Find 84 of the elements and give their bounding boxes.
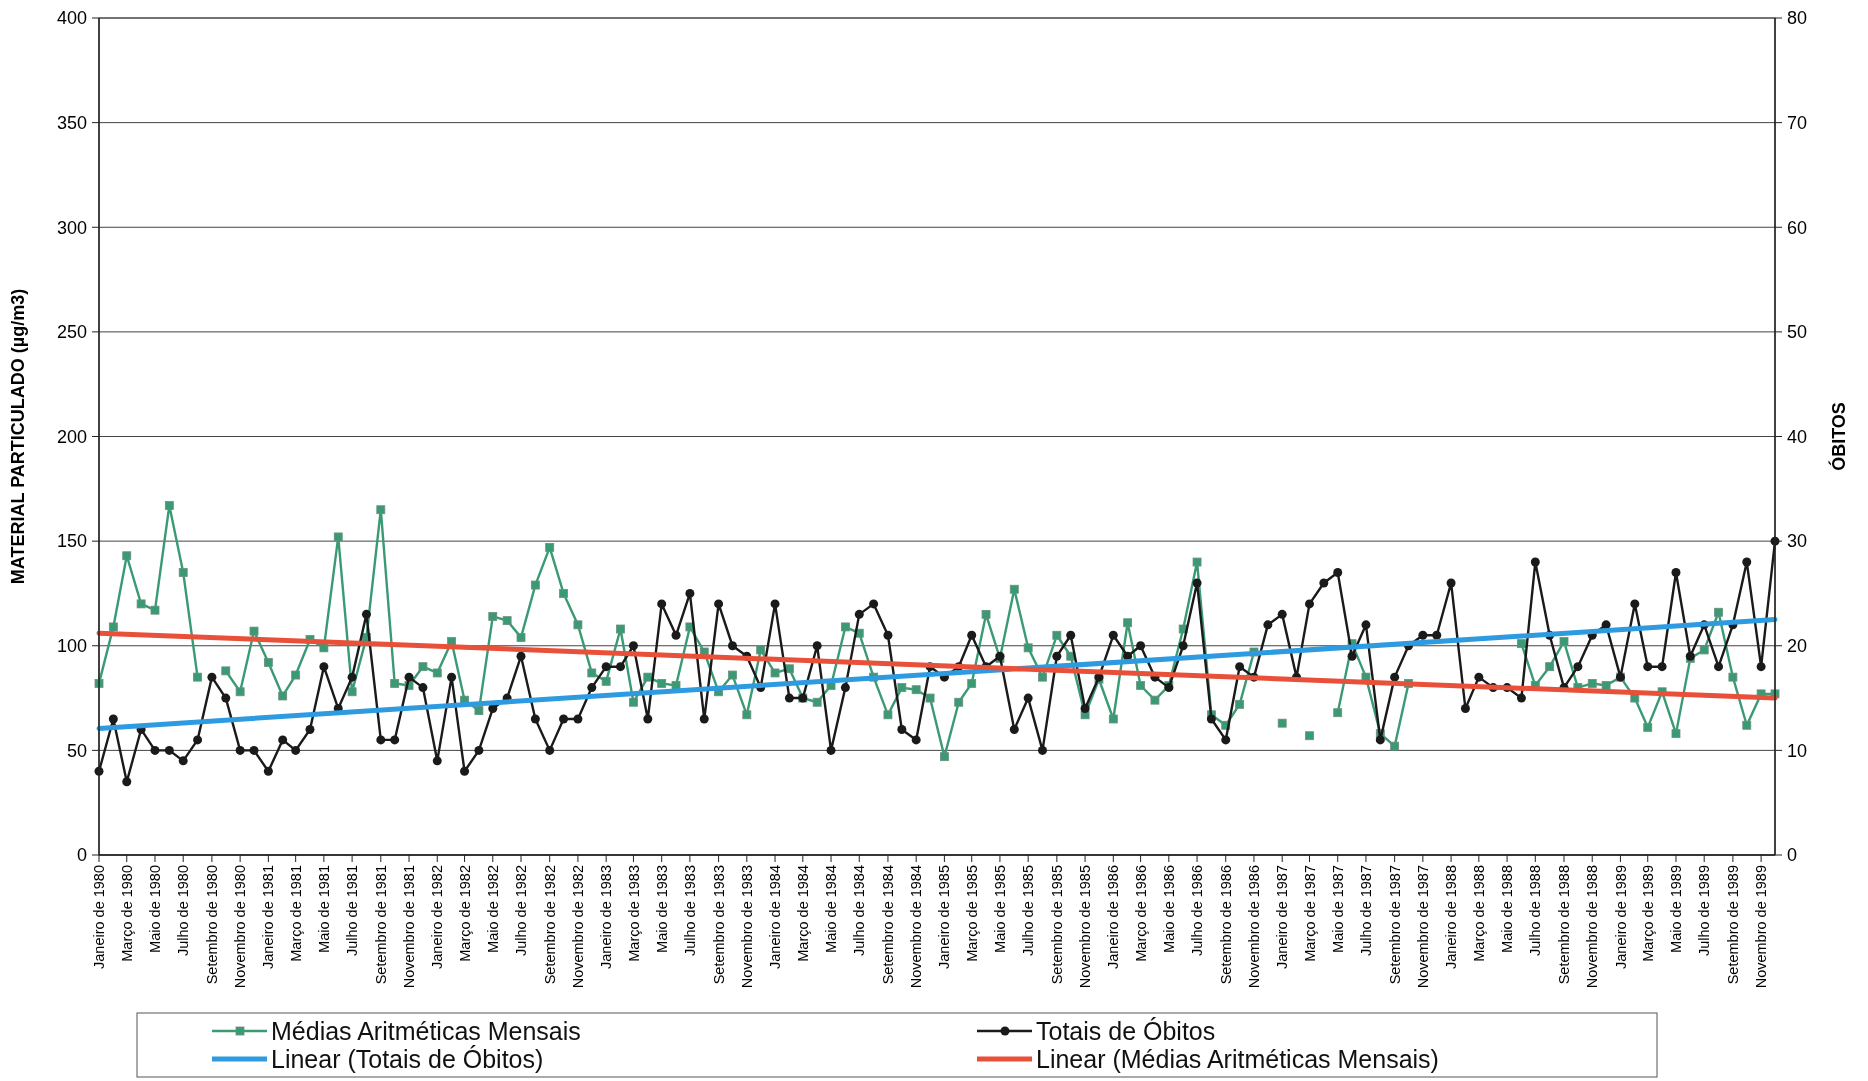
y-tick-label: 350 <box>56 112 87 133</box>
y2-tick-label: 10 <box>1787 740 1808 761</box>
y2-tick-label: 20 <box>1787 636 1808 657</box>
x-tick-label: Maio de 1981 <box>315 865 332 953</box>
y-tick-label: 400 <box>56 8 87 29</box>
x-tick-label: Janeiro de 1982 <box>429 865 446 969</box>
x-tick-label: Março de 1989 <box>1639 865 1656 962</box>
x-tick-label: Setembro de 1985 <box>1048 865 1065 985</box>
x-tick-label: Novembro de 1988 <box>1584 865 1601 989</box>
x-tick-label: Novembro de 1981 <box>401 865 418 989</box>
x-tick-label: Julho de 1984 <box>851 865 868 957</box>
x-tick-label: Novembro de 1986 <box>1246 865 1263 989</box>
y2-tick-label: 80 <box>1787 8 1808 29</box>
y2-tick-label: 70 <box>1787 112 1808 133</box>
x-tick-label: Setembro de 1984 <box>880 865 897 985</box>
x-tick-label: Janeiro de 1980 <box>91 865 108 969</box>
x-tick-label: Novembro de 1984 <box>908 865 925 989</box>
x-tick-label: Julho de 1988 <box>1527 865 1544 957</box>
x-tick-label: Janeiro de 1983 <box>598 865 615 969</box>
x-tick-label: Janeiro de 1985 <box>936 865 953 969</box>
x-tick-label: Março de 1985 <box>963 865 980 962</box>
x-tick-label: Setembro de 1983 <box>710 865 727 985</box>
x-tick-label: Janeiro de 1981 <box>260 865 277 969</box>
y2-tick-label: 60 <box>1787 217 1808 238</box>
x-tick-label: Maio de 1988 <box>1499 865 1516 953</box>
x-tick-label: Julho de 1985 <box>1020 865 1037 957</box>
x-tick-label: Julho de 1989 <box>1696 865 1713 957</box>
x-tick-label: Julho de 1987 <box>1358 865 1375 957</box>
x-tick-label: Novembro de 1983 <box>738 865 755 989</box>
y-axis-title: MATERIAL PARTICULADO (µg/m3) <box>8 288 28 585</box>
x-tick-label: Setembro de 1982 <box>541 865 558 985</box>
x-tick-label: Março de 1987 <box>1301 865 1318 962</box>
x-tick-label: Maio de 1984 <box>823 865 840 953</box>
x-tick-label: Janeiro de 1986 <box>1105 865 1122 969</box>
x-tick-label: Maio de 1985 <box>992 865 1009 953</box>
y-tick-label: 50 <box>66 740 87 761</box>
y2-tick-label: 50 <box>1787 322 1808 343</box>
y-tick-label: 0 <box>76 845 87 866</box>
x-tick-label: Novembro de 1989 <box>1753 865 1770 989</box>
x-tick-label: Novembro de 1982 <box>570 865 586 989</box>
x-tick-label: Março de 1983 <box>625 865 642 962</box>
y-tick-label: 300 <box>56 217 87 238</box>
x-tick-label: Novembro de 1987 <box>1414 865 1431 989</box>
x-tick-label: Maio de 1983 <box>653 865 670 953</box>
y2-tick-label: 0 <box>1787 845 1798 866</box>
x-tick-label: Março de 1988 <box>1470 865 1487 962</box>
x-tick-label: Setembro de 1987 <box>1386 865 1403 985</box>
x-tick-label: Novembro de 1980 <box>232 865 249 989</box>
x-tick-label: Janeiro de 1988 <box>1443 865 1460 969</box>
x-tick-label: Maio de 1989 <box>1668 865 1685 953</box>
x-tick-label: Julho de 1981 <box>344 865 361 957</box>
x-tick-label: Julho de 1986 <box>1189 865 1206 957</box>
x-tick-label: Julho de 1980 <box>175 865 192 957</box>
x-tick-label: Janeiro de 1984 <box>767 865 784 969</box>
x-tick-label: Março de 1986 <box>1132 865 1149 962</box>
x-tick-label: Maio de 1980 <box>147 865 164 953</box>
x-tick-label: Janeiro de 1987 <box>1274 865 1291 969</box>
x-tick-label: Julho de 1982 <box>513 865 530 957</box>
y-tick-label: 100 <box>56 636 87 657</box>
y-tick-label: 200 <box>56 426 87 447</box>
legend-label: Totais de Óbitos <box>1036 1016 1216 1045</box>
legend-label: Linear (Médias Aritméticas Mensais) <box>1036 1044 1439 1073</box>
x-tick-label: Março de 1984 <box>794 865 811 962</box>
legend-label: Linear (Totais de Óbitos) <box>271 1044 544 1073</box>
x-tick-label: Maio de 1986 <box>1160 865 1177 953</box>
x-tick-label: Janeiro de 1989 <box>1612 865 1629 969</box>
x-tick-label: Março de 1982 <box>456 865 473 962</box>
x-tick-label: Setembro de 1988 <box>1556 865 1573 985</box>
x-tick-label: Maio de 1987 <box>1329 865 1346 953</box>
x-tick-label: Setembro de 1980 <box>203 865 220 985</box>
legend-label: Médias Aritméticas Mensais <box>271 1016 581 1045</box>
x-tick-label: Novembro de 1985 <box>1077 865 1094 989</box>
x-tick-label: Setembro de 1986 <box>1217 865 1234 985</box>
x-tick-label: Julho de 1983 <box>681 865 698 957</box>
y-tick-label: 150 <box>56 531 87 552</box>
y2-tick-label: 40 <box>1787 426 1808 447</box>
x-tick-label: Março de 1981 <box>287 865 304 962</box>
x-tick-label: Setembro de 1989 <box>1724 865 1741 985</box>
x-tick-label: Setembro de 1981 <box>372 865 389 985</box>
y-tick-label: 250 <box>56 322 87 343</box>
y2-axis-title: ÓBITOS <box>1828 402 1849 471</box>
x-tick-label: Março de 1980 <box>118 865 135 962</box>
x-tick-label: Maio de 1982 <box>484 865 501 953</box>
y2-tick-label: 30 <box>1787 531 1808 552</box>
